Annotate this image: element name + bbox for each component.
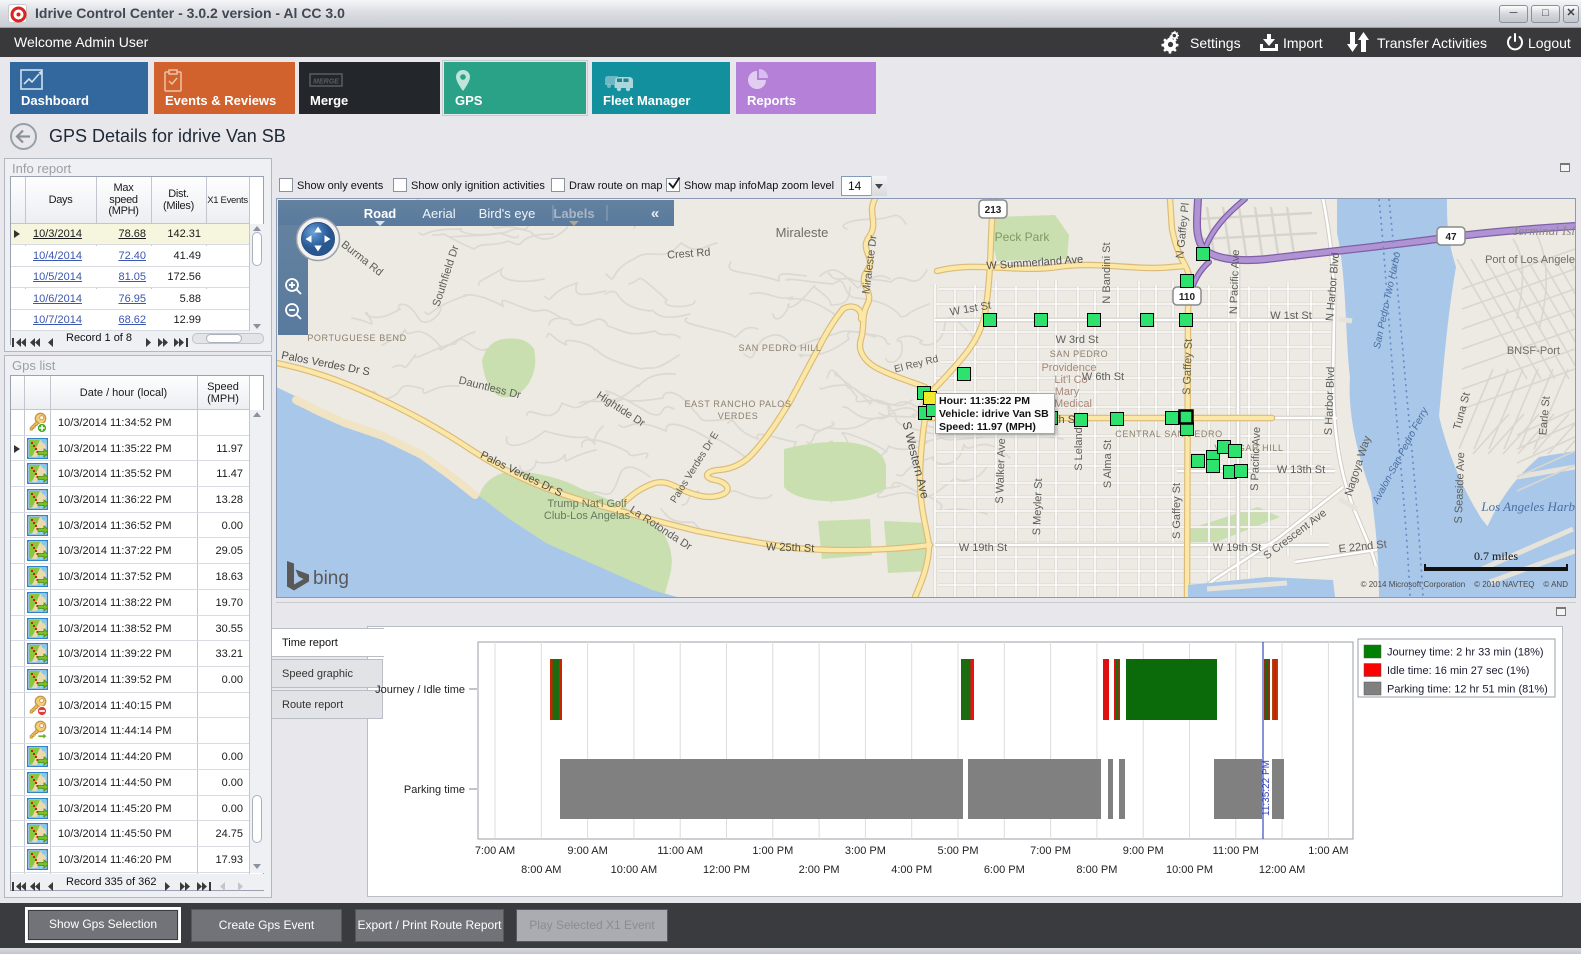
svg-text:N Gaffey Pl: N Gaffey Pl (1174, 202, 1192, 259)
svg-text:Journey time: 2 hr 33 min (18%: Journey time: 2 hr 33 min (18%) (1387, 647, 1544, 659)
svg-text:SAN PEDRO: SAN PEDRO (1050, 349, 1108, 359)
svg-text:11:35:22 PM: 11:35:22 PM (1261, 760, 1272, 816)
svg-text:W 19th St: W 19th St (959, 542, 1007, 554)
svg-text:© 2014 Microsoft Corporation: © 2014 Microsoft Corporation © 2010 NAVT… (1361, 580, 1569, 589)
svg-text:Lit'l Co: Lit'l Co (1054, 374, 1087, 386)
svg-text:2:00 PM: 2:00 PM (799, 864, 840, 876)
svg-text:4:00 PM: 4:00 PM (891, 864, 932, 876)
svg-text:W 6th St: W 6th St (1082, 371, 1124, 383)
svg-text:S Gaffey St: S Gaffey St (1181, 339, 1195, 395)
svg-text:Bird's eye: Bird's eye (479, 206, 536, 221)
svg-text:Idle time: 16 min 27 sec (1%): Idle time: 16 min 27 sec (1%) (1387, 665, 1529, 677)
svg-text:Labels: Labels (553, 206, 594, 221)
svg-text:S Walker Ave: S Walker Ave (994, 438, 1008, 504)
svg-text:bing: bing (313, 568, 349, 589)
svg-text:10:00 AM: 10:00 AM (611, 864, 657, 876)
svg-text:9:00 PM: 9:00 PM (1123, 845, 1164, 857)
svg-text:Parking time: Parking time (404, 784, 465, 796)
svg-text:9:00 AM: 9:00 AM (567, 845, 607, 857)
svg-text:Medical: Medical (1054, 398, 1092, 410)
svg-text:S Meyler St: S Meyler St (1031, 478, 1045, 535)
svg-text:PORTUGUESE BEND: PORTUGUESE BEND (307, 333, 406, 343)
svg-text:Providence: Providence (1041, 362, 1096, 374)
svg-text:12:00 PM: 12:00 PM (703, 864, 750, 876)
svg-text:N Harbor Blvd: N Harbor Blvd (1324, 252, 1342, 322)
svg-text:1:00 AM: 1:00 AM (1308, 845, 1348, 857)
svg-text:Mary: Mary (1055, 386, 1080, 398)
svg-text:7:00 PM: 7:00 PM (1030, 845, 1071, 857)
svg-text:11:00 PM: 11:00 PM (1213, 845, 1259, 857)
svg-text:MERGE: MERGE (313, 79, 339, 86)
svg-text:Road: Road (364, 206, 397, 221)
svg-text:Journey / Idle time: Journey / Idle time (375, 684, 465, 696)
svg-text:10:00 PM: 10:00 PM (1166, 864, 1213, 876)
svg-text:8:00 AM: 8:00 AM (521, 864, 561, 876)
svg-text:«: « (651, 205, 659, 222)
svg-text:S Pacific Ave: S Pacific Ave (1249, 427, 1263, 491)
svg-text:Los Angeles Harb: Los Angeles Harb (1480, 499, 1575, 514)
svg-text:Aerial: Aerial (422, 206, 455, 221)
svg-text:Peck Park: Peck Park (995, 230, 1051, 244)
svg-text:Port of Los Angele: Port of Los Angele (1485, 254, 1575, 266)
svg-text:8:00 PM: 8:00 PM (1076, 864, 1117, 876)
svg-text:BNSF-Port: BNSF-Port (1507, 345, 1560, 357)
svg-text:Earle St: Earle St (1537, 396, 1552, 436)
svg-text:S Harbor Blvd: S Harbor Blvd (1323, 366, 1337, 435)
svg-text:S Alma St: S Alma St (1102, 440, 1114, 488)
svg-text:1:00 PM: 1:00 PM (752, 845, 793, 857)
svg-text:W 25th St: W 25th St (766, 541, 815, 555)
svg-text:SAN PEDRO HILL: SAN PEDRO HILL (739, 343, 822, 353)
svg-text:S Gaffey St: S Gaffey St (1171, 483, 1183, 539)
svg-text:W 3rd St: W 3rd St (1056, 334, 1099, 346)
svg-text:Trump Nat'l Golf: Trump Nat'l Golf (547, 498, 627, 510)
svg-text:VINEGAR HILL: VINEGAR HILL (1214, 443, 1283, 453)
svg-text:VERDES: VERDES (718, 411, 759, 421)
svg-text:N Pacific Ave: N Pacific Ave (1228, 249, 1242, 314)
svg-text:7:00 AM: 7:00 AM (475, 845, 515, 857)
svg-text:11:00 AM: 11:00 AM (657, 845, 703, 857)
svg-text:Club-Los Angelas: Club-Los Angelas (544, 510, 631, 522)
svg-text:3:00 PM: 3:00 PM (845, 845, 886, 857)
svg-text:Terminal Isl: Terminal Isl (1512, 223, 1575, 238)
svg-text:N Bandini St: N Bandini St (1101, 242, 1113, 303)
svg-text:12:00 AM: 12:00 AM (1259, 864, 1305, 876)
svg-text:110: 110 (1179, 292, 1196, 303)
svg-text:6:00 PM: 6:00 PM (984, 864, 1025, 876)
svg-text:Crest Rd: Crest Rd (667, 247, 711, 262)
svg-text:213: 213 (985, 205, 1002, 216)
svg-text:CENTRAL SAN PEDRO: CENTRAL SAN PEDRO (1115, 429, 1222, 439)
svg-text:S Leland: S Leland (1073, 427, 1085, 470)
svg-text:E 22nd St: E 22nd St (1338, 539, 1387, 556)
svg-text:0.7 miles: 0.7 miles (1474, 549, 1518, 563)
svg-text:47: 47 (1445, 232, 1457, 243)
svg-text:W 19th St: W 19th St (1213, 542, 1261, 554)
svg-text:Parking time: 12 hr 51 min (81: Parking time: 12 hr 51 min (81%) (1387, 684, 1548, 696)
svg-text:5:00 PM: 5:00 PM (938, 845, 979, 857)
svg-text:EAST RANCHO PALOS: EAST RANCHO PALOS (685, 399, 792, 409)
svg-text:S Seaside Ave: S Seaside Ave (1453, 452, 1467, 524)
svg-text:Miraleste: Miraleste (776, 225, 829, 240)
svg-text:W 13th St: W 13th St (1277, 464, 1325, 476)
svg-text:W 1st St: W 1st St (1270, 310, 1312, 322)
